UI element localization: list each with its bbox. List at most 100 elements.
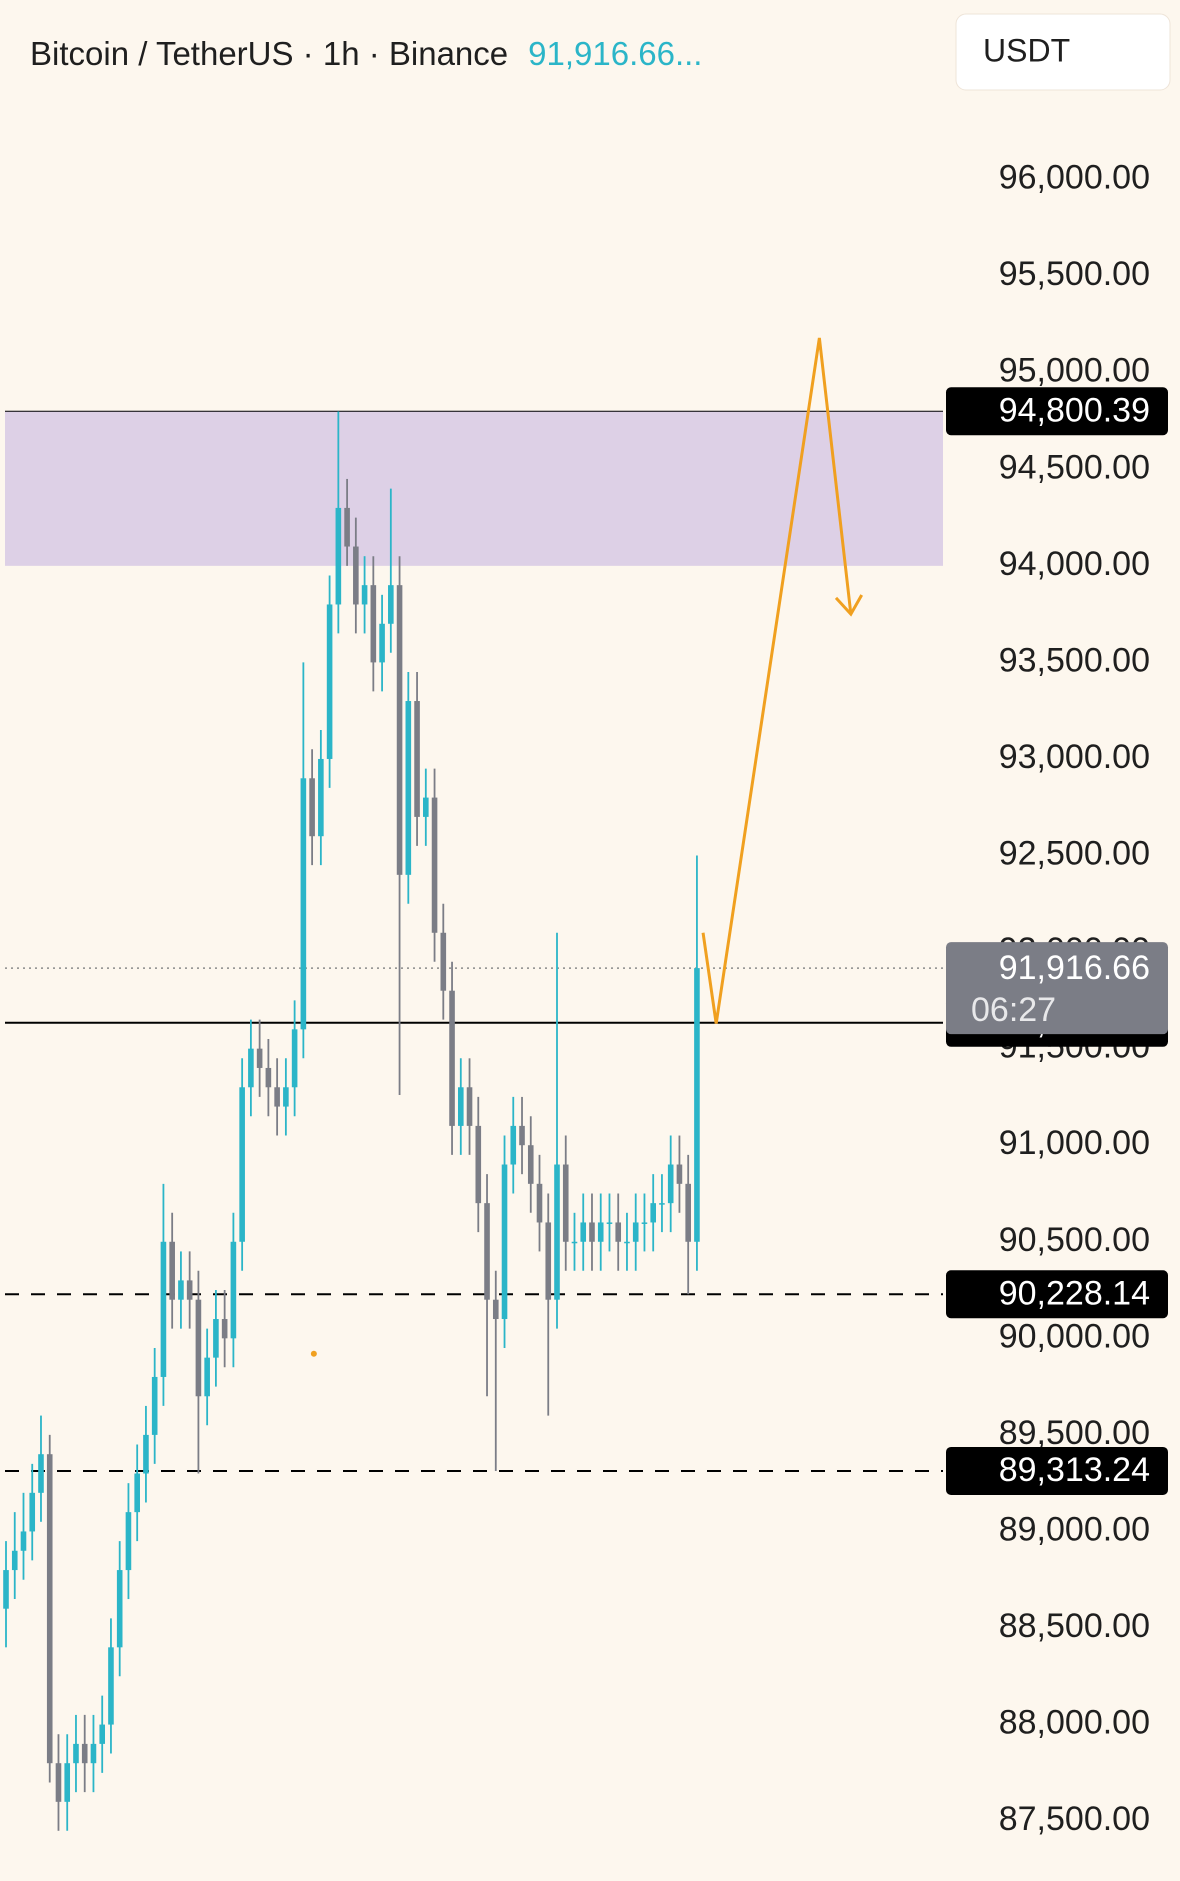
candle-body [536, 1183, 543, 1223]
candle-body [204, 1357, 210, 1397]
candle-body [632, 1222, 639, 1242]
candle-body [283, 1087, 289, 1107]
current-price-label: 91,916.66 [999, 949, 1150, 987]
candle-body [545, 1222, 552, 1300]
y-tick-label: 96,000.00 [999, 159, 1150, 197]
candle-body [475, 1125, 482, 1204]
candle-body [256, 1048, 263, 1068]
candle-body [29, 1492, 36, 1532]
candle-body [405, 701, 412, 875]
candle-body [169, 1241, 175, 1300]
candle-body [519, 1125, 525, 1146]
supply-zone [5, 411, 943, 566]
candle-body [20, 1531, 27, 1551]
candle-body [580, 1222, 587, 1242]
marker-dot [310, 1350, 317, 1357]
candle-body [353, 546, 359, 605]
candle-body [143, 1434, 149, 1474]
candle-body [431, 797, 438, 933]
projection-path [701, 337, 853, 1024]
y-tick-label: 93,000.00 [999, 738, 1150, 776]
y-tick-label: 93,500.00 [999, 641, 1150, 679]
candle-body [571, 1241, 578, 1244]
candle-body [108, 1647, 114, 1725]
candle-body [650, 1203, 657, 1223]
last-price: 91,916.66... [528, 35, 702, 72]
y-tick-label: 88,000.00 [999, 1704, 1150, 1742]
candle-body [160, 1241, 167, 1377]
level-box [946, 1446, 1168, 1495]
candle-body [449, 990, 455, 1126]
candle-body [309, 778, 315, 837]
candle-body [597, 1222, 604, 1242]
candle-body [694, 968, 700, 1242]
candle-body [492, 1299, 499, 1320]
level-label: 94,800.39 [999, 391, 1150, 429]
candle-body [606, 1222, 613, 1224]
candle-body [230, 1241, 237, 1339]
candle-body [99, 1724, 106, 1744]
y-tick-label: 95,000.00 [999, 352, 1150, 390]
candle-body [90, 1743, 97, 1764]
candle-body [11, 1550, 18, 1571]
level-box [946, 1270, 1168, 1319]
candle-body [667, 1164, 674, 1204]
candle-body [221, 1319, 228, 1339]
level-label: 89,313.24 [999, 1451, 1150, 1489]
candle-body [676, 1164, 683, 1184]
candle-body [510, 1125, 517, 1165]
candle-body [186, 1280, 193, 1300]
candle-body [318, 758, 324, 837]
candle-body [55, 1763, 62, 1802]
candle-body [38, 1454, 44, 1493]
countdown-label: 06:27 [971, 991, 1056, 1029]
y-tick-label: 87,500.00 [999, 1800, 1150, 1838]
candle-body [335, 507, 342, 605]
candle-body [178, 1280, 184, 1300]
candle-body [440, 932, 447, 991]
y-tick-label: 94,500.00 [999, 448, 1150, 486]
candle-body [484, 1203, 490, 1300]
y-tick-label: 90,500.00 [999, 1221, 1150, 1259]
chart-header: Bitcoin / TetherUS · 1h · Binance 91,916.… [30, 35, 702, 72]
candle-body [685, 1183, 691, 1242]
candle-body [134, 1473, 140, 1513]
candle-body [457, 1087, 464, 1126]
candle-body [344, 507, 350, 547]
candle-body [562, 1164, 569, 1242]
candle-body [501, 1164, 508, 1320]
y-tick-label: 89,500.00 [999, 1414, 1150, 1452]
candle-body [379, 623, 385, 663]
y-tick-label: 89,000.00 [999, 1510, 1150, 1548]
y-tick-label: 91,000.00 [999, 1124, 1150, 1162]
candle-body [641, 1222, 648, 1224]
candle-body [370, 585, 377, 663]
candle-body [615, 1222, 622, 1242]
candle-body [388, 585, 394, 624]
candle-body [248, 1048, 254, 1088]
candle-body [659, 1203, 665, 1205]
candle-body [361, 585, 368, 605]
candle-body [151, 1376, 158, 1435]
candle-body [414, 701, 420, 817]
candle-body [554, 1164, 560, 1300]
level-box [946, 387, 1168, 436]
candle-body [624, 1241, 630, 1244]
candle-body [213, 1319, 219, 1358]
candle-body [274, 1087, 280, 1107]
candle-body [64, 1763, 71, 1802]
y-tick-label: 94,000.00 [999, 545, 1150, 583]
y-tick-label: 95,500.00 [999, 255, 1150, 293]
candle-body [239, 1087, 245, 1242]
candle-body [81, 1743, 88, 1764]
currency-button[interactable] [955, 13, 1171, 91]
candle-body [195, 1299, 202, 1397]
candle-body [3, 1570, 9, 1609]
candle-body [73, 1743, 79, 1764]
candle-body [326, 604, 333, 759]
y-tick-label: 90,000.00 [999, 1317, 1150, 1355]
chart-title: Bitcoin / TetherUS · 1h · Binance [30, 35, 508, 72]
candle-body [466, 1087, 473, 1126]
candle-body [396, 585, 403, 875]
